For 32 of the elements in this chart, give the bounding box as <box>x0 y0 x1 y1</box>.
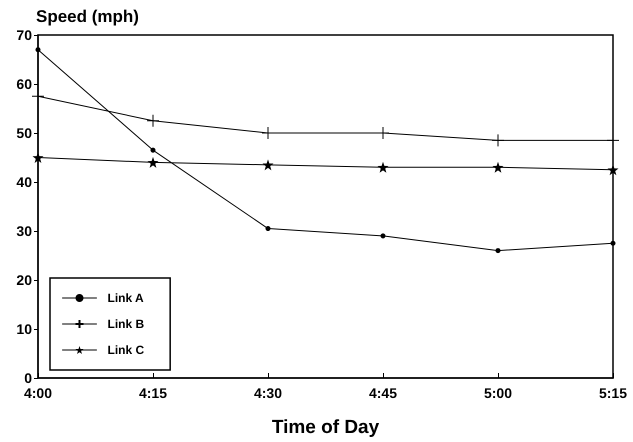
point <box>146 114 160 128</box>
y-tick-label: 0 <box>24 370 32 386</box>
point <box>36 47 40 52</box>
y-tick-label: 40 <box>16 174 32 190</box>
point <box>492 134 504 147</box>
x-tick-label: 5:15 <box>598 385 628 401</box>
point <box>378 162 388 173</box>
legend-label: Link C <box>108 343 144 357</box>
legend-label: Link A <box>108 291 144 305</box>
legend-label: Link B <box>108 317 144 331</box>
y-tick-label: 10 <box>16 321 32 337</box>
y-tick-label: 50 <box>16 125 32 141</box>
point <box>262 159 274 170</box>
point <box>492 162 504 173</box>
y-tick-label: 70 <box>16 27 32 43</box>
y-tick-label: 20 <box>16 272 32 288</box>
point <box>610 240 616 246</box>
x-axis-title: Time of Day <box>272 417 380 438</box>
point <box>32 152 44 163</box>
point <box>266 226 270 232</box>
point <box>150 148 156 153</box>
point <box>496 248 500 254</box>
y-axis-title: Speed (mph) <box>36 7 139 26</box>
point <box>380 233 386 238</box>
x-tick-label: 4:15 <box>138 385 168 401</box>
y-tick-label: 30 <box>16 223 32 239</box>
x-tick-label: 5:00 <box>484 385 512 401</box>
x-tick-label: 4:30 <box>254 385 282 401</box>
y-tick-label: 60 <box>16 76 32 92</box>
x-tick-label: 4:00 <box>24 385 52 401</box>
x-tick-label: 4:45 <box>368 385 398 401</box>
point <box>148 156 158 168</box>
